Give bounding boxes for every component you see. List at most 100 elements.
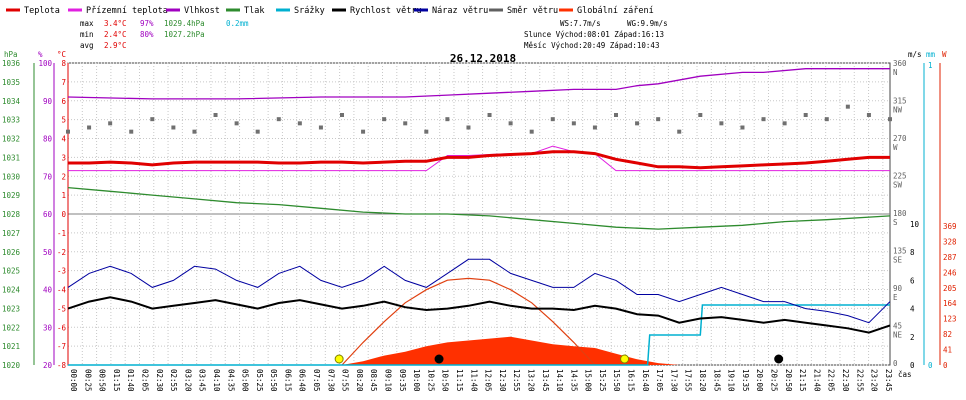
series-radiation-area	[68, 336, 890, 365]
y-tick-direction-deg: 270	[893, 134, 907, 143]
y-tick-pressure: 1034	[2, 97, 21, 106]
y-tick-radiation: 246	[943, 268, 957, 277]
x-tick-label: 18:20	[698, 369, 707, 392]
x-tick-label: 16:40	[641, 369, 650, 392]
chart-title: 26.12.2018	[450, 52, 516, 65]
x-tick-label: 00:50	[98, 369, 107, 392]
x-tick-label: 13:20	[526, 369, 535, 392]
stats-max-hum: 97%	[140, 19, 154, 28]
legend-label-2: Vlhkost	[184, 6, 220, 16]
series-wind-direction-point	[66, 129, 70, 134]
y-tick-temperature: 0	[61, 210, 66, 219]
y-tick-temperature: -5	[57, 304, 66, 313]
sun-marker-icon	[334, 354, 344, 364]
x-tick-label: 03:45	[198, 369, 207, 392]
y-tick-pressure: 1021	[2, 342, 20, 351]
x-tick-label: 05:50	[269, 369, 278, 392]
x-tick-label: 20:00	[755, 369, 764, 392]
y-tick-temperature: -7	[57, 342, 66, 351]
moon-marker-icon	[434, 354, 444, 364]
x-tick-label: 09:10	[384, 369, 393, 392]
series-wind-speed-line	[67, 296, 891, 334]
series-wind-direction-point	[571, 121, 576, 126]
y-tick-direction-dir: W	[893, 143, 898, 152]
series-pressure-line	[67, 186, 891, 230]
x-tick-label: 17:30	[669, 369, 678, 392]
y-tick-pressure: 1030	[2, 172, 21, 181]
stats-min-press: 1027.2hPa	[164, 30, 205, 39]
x-tick-label: 07:30	[326, 369, 335, 392]
y-tick-pressure: 1022	[2, 323, 20, 332]
y-tick-humidity: 60	[43, 210, 53, 219]
y-tick-pressure: 1033	[2, 116, 20, 125]
legend: Teplota Přízemní teplota Vlhkost Tlak Srážky…	[6, 6, 654, 16]
series-wind-direction-point	[340, 113, 344, 117]
series-wind-direction-point	[508, 121, 513, 126]
x-tick-label: 10:50	[441, 369, 450, 392]
x-tick-label: 17:05	[655, 369, 664, 392]
x-tick-label: 21:15	[798, 369, 807, 392]
stats-sun: Slunce Východ:08:01 Západ:16:13	[524, 30, 664, 39]
x-tick-label: 06:40	[298, 369, 307, 392]
axes: hPa% °C m/s mm W1036103510341033103210311030…	[2, 50, 957, 392]
y-tick-direction-deg: 315	[893, 97, 907, 106]
series-wind-direction-point	[255, 129, 260, 134]
series-wind-direction-point	[213, 113, 218, 117]
x-tick-label: 06:15	[283, 369, 292, 392]
y-tick-temperature: -8	[57, 361, 67, 370]
y-tick-temperature: 2	[61, 172, 66, 181]
series-wind-direction-point	[782, 121, 787, 126]
x-tick-label: 08:20	[355, 369, 364, 392]
y-tick-direction-dir: N	[893, 68, 898, 77]
y-tick-pressure: 1031	[2, 153, 20, 162]
y-tick-humidity: 30	[43, 323, 53, 332]
stats-max-label: max	[80, 19, 94, 28]
x-tick-label: 02:05	[140, 369, 149, 392]
series-radiation-theoretical-line	[341, 277, 596, 366]
y-tick-pressure: 1025	[2, 267, 20, 276]
x-tick-label: 02:30	[155, 369, 164, 392]
x-tick-label: 09:35	[398, 369, 407, 392]
y-tick-wind: 6	[910, 276, 915, 285]
y-tick-pressure: 1029	[2, 191, 20, 200]
x-tick-label: 03:20	[183, 369, 192, 392]
x-tick-label: 02:55	[169, 369, 178, 392]
legend-label-3: Tlak	[244, 6, 264, 16]
legend-label-0: Teplota	[24, 6, 60, 16]
series-wind-direction-point	[108, 121, 113, 126]
y-tick-radiation: 328	[943, 237, 957, 246]
legend-label-7: Směr větru	[507, 6, 558, 16]
stats-avg-label: avg	[80, 41, 94, 50]
y-tick-temperature: 8	[61, 59, 66, 68]
y-tick-radiation: 287	[943, 253, 957, 262]
y-tick-pressure: 1028	[2, 210, 21, 219]
legend-label-4: Srážky	[294, 6, 325, 16]
axis-unit-temperature: °C	[57, 50, 66, 59]
x-tick-label: 11:15	[455, 369, 464, 392]
y-tick-wind: 2	[910, 333, 915, 342]
series-wind-direction-point	[87, 125, 92, 130]
series-wind-direction-point	[424, 129, 429, 134]
x-tick-label: 14:10	[555, 369, 564, 392]
x-tick-label: 22:55	[855, 369, 864, 392]
series	[66, 68, 892, 366]
x-tick-label: 04:35	[226, 369, 235, 392]
x-tick-label: 13:45	[541, 369, 550, 392]
series-wind-direction-point	[445, 117, 450, 122]
legend-label-6: Náraz větru	[432, 6, 488, 16]
y-tick-pressure: 1020	[2, 361, 21, 370]
y-tick-direction-dir: SW	[893, 181, 903, 190]
y-tick-humidity: 20	[43, 361, 53, 370]
x-tick-label: 05:00	[241, 369, 250, 392]
x-tick-label: 12:30	[498, 369, 507, 392]
y-tick-pressure: 1027	[2, 229, 20, 238]
x-tick-label: 18:45	[712, 369, 721, 392]
series-wind-direction-point	[740, 125, 745, 130]
x-tick-label: 15:00	[584, 369, 593, 392]
x-tick-label: 16:15	[627, 369, 636, 392]
y-tick-radiation: 369	[943, 222, 957, 231]
y-tick-wind: 0	[910, 361, 915, 370]
y-tick-direction-dir: SE	[893, 256, 903, 265]
stats-min-temp: 2.4°C	[104, 30, 127, 39]
